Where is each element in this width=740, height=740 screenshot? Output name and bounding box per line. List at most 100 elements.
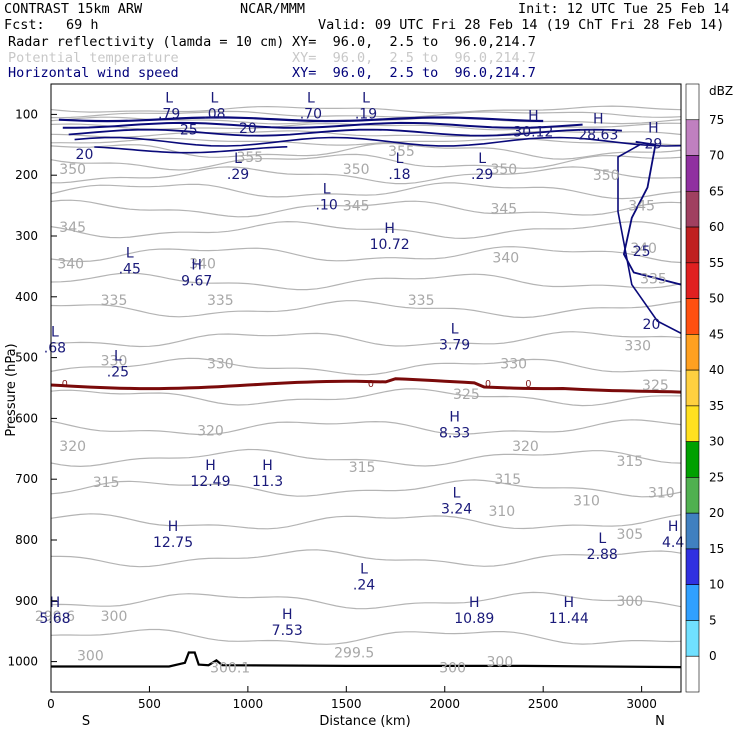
- theta-label: 300: [616, 594, 643, 610]
- extremum-marker: L: [51, 324, 59, 340]
- theta-contour: [51, 388, 681, 407]
- colorbar-level-label: 0: [709, 649, 717, 663]
- theta-contour: [51, 448, 681, 468]
- theta-label: 350: [59, 162, 86, 178]
- wind-speed-contour: [94, 146, 288, 154]
- y-tick-label: 600: [15, 411, 38, 425]
- theta-label: 305: [616, 527, 643, 543]
- valid-time: Valid: 09 UTC Fri 28 Feb 14 (19 ChT Fri …: [318, 17, 725, 33]
- colorbar-swatch: [685, 548, 700, 586]
- theta-label: 340: [630, 241, 657, 257]
- theta-label: 340: [57, 256, 84, 272]
- extremum-value: .25: [107, 365, 129, 381]
- theta-label: 315: [93, 475, 120, 491]
- theta-contour: [51, 357, 681, 376]
- extremum-marker: H: [282, 607, 293, 623]
- y-tick-label: 300: [15, 229, 38, 243]
- theta-label: 300: [439, 661, 466, 677]
- x-tick-label: 500: [138, 697, 161, 711]
- extremum-value: 30.12: [513, 125, 553, 141]
- extremum-marker: H: [168, 519, 179, 535]
- y-tick-label: 1000: [7, 655, 38, 669]
- theta-label: 330: [500, 357, 527, 373]
- theta-label: 335: [408, 293, 435, 309]
- field-name-reflectivity: Radar reflectivity (lamda = 10 cm): [8, 34, 285, 50]
- field-xy-theta: XY= 96.0, 2.5 to 96.0,214.7: [292, 50, 536, 66]
- x-axis-label: Distance (km): [319, 714, 410, 729]
- extremum-marker: H: [205, 458, 216, 474]
- plot-frame: [50, 83, 682, 693]
- theta-label: 340: [492, 250, 519, 266]
- theta-contour: [51, 419, 681, 436]
- extremum-value: 11.44: [549, 611, 589, 627]
- theta-label: 345: [628, 199, 655, 215]
- theta-label: 299.6: [35, 609, 75, 625]
- extremum-marker: L: [211, 90, 219, 106]
- theta-label: 355: [236, 150, 263, 166]
- theta-label: 325: [453, 387, 480, 403]
- colorbar-unit: dBZ: [709, 84, 733, 98]
- reflectivity-contour-label: 0: [526, 379, 532, 390]
- theta-label: 340: [189, 256, 216, 272]
- extremum-value: .29: [471, 167, 493, 183]
- theta-label: 315: [494, 472, 521, 488]
- colorbar-level-label: 65: [709, 184, 724, 198]
- extremum-marker: L: [598, 531, 606, 547]
- theta-contour: [51, 105, 681, 114]
- center-name: NCAR/MMM: [240, 1, 306, 17]
- x-tick-label: 1000: [233, 697, 264, 711]
- wind-speed-contour: [74, 136, 681, 147]
- theta-label: 310: [573, 493, 600, 509]
- theta-label: 315: [616, 454, 643, 470]
- extremum-marker: H: [469, 595, 480, 611]
- theta-label: 315: [349, 460, 376, 476]
- theta-label: 299.5: [334, 645, 374, 661]
- colorbar-level-label: 5: [709, 613, 717, 627]
- colorbar-swatch: [685, 441, 700, 478]
- extremum-value: 12.75: [153, 535, 193, 551]
- extremum-value: 2.88: [587, 547, 618, 563]
- theta-label: 320: [512, 439, 539, 455]
- wind-contour-label: 25: [633, 244, 651, 260]
- field-xy-reflectivity: XY= 96.0, 2.5 to 96.0,214.7: [292, 34, 536, 50]
- extremum-value: .08: [203, 106, 225, 122]
- field-xy-wind: XY= 96.0, 2.5 to 96.0,214.7: [292, 65, 536, 81]
- extremum-marker: L: [396, 151, 404, 167]
- extremum-value: .24: [353, 577, 375, 593]
- extremum-marker: H: [668, 519, 679, 535]
- theta-label: 300: [487, 655, 514, 671]
- colorbar-swatch: [685, 620, 700, 657]
- x-tick-label: 0: [47, 697, 55, 711]
- colorbar-level-label: 30: [709, 435, 724, 449]
- y-axis-label: Pressure (hPa): [4, 343, 19, 436]
- field-name-wind: Horizontal wind speed: [8, 65, 179, 81]
- extremum-value: .68: [44, 340, 66, 356]
- extremum-value: 10.89: [454, 611, 494, 627]
- theta-label: 350: [490, 162, 517, 178]
- colorbar-level-label: 15: [709, 542, 724, 556]
- wind-speed-contour: [58, 116, 544, 123]
- wind-contour-label: 20: [76, 147, 94, 163]
- colorbar-level-label: 40: [709, 363, 724, 377]
- extremum-marker: L: [307, 90, 315, 106]
- colorbar-swatch: [685, 155, 700, 192]
- extremum-value: .79: [158, 106, 180, 122]
- colorbar-level-label: 45: [709, 327, 724, 341]
- terrain-line: [51, 651, 681, 669]
- extremum-value: .19: [355, 106, 377, 122]
- theta-contour: [51, 142, 681, 160]
- colorbar-swatch: [685, 298, 700, 335]
- colorbar-swatch: [685, 584, 700, 621]
- x-end-label-south: S: [82, 714, 90, 729]
- theta-contour: [51, 130, 681, 138]
- theta-label: 350: [343, 162, 370, 178]
- colorbar-swatch: [685, 83, 700, 121]
- extremum-value: .70: [300, 106, 322, 122]
- extremum-marker: H: [262, 458, 273, 474]
- extremum-value: .29: [227, 167, 249, 183]
- extremum-value: 10.72: [370, 237, 410, 253]
- theta-contour: [51, 182, 681, 200]
- colorbar-swatch: [685, 405, 700, 442]
- theta-contour: [51, 153, 681, 171]
